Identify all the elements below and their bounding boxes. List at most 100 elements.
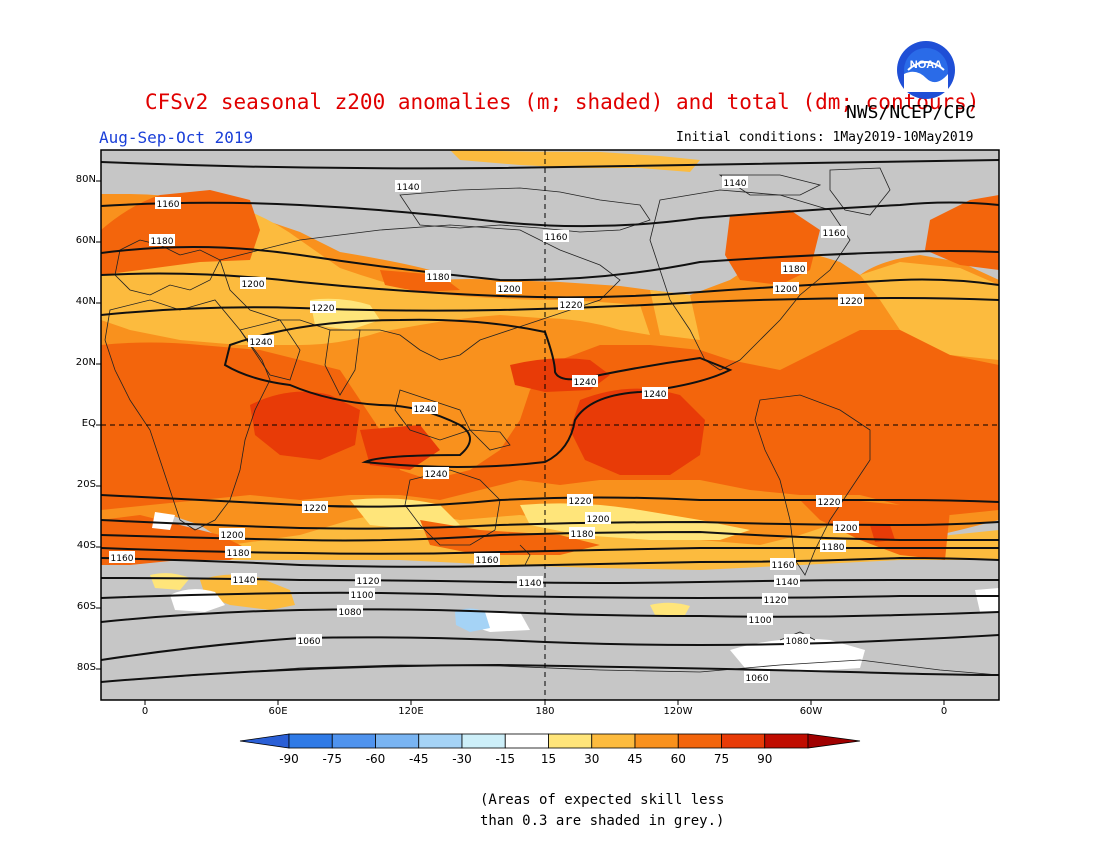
svg-text:1240: 1240	[414, 405, 437, 415]
colorbar-tick-label: 30	[584, 752, 600, 766]
skill-note-line1: (Areas of expected skill less	[480, 792, 725, 808]
svg-text:1200: 1200	[775, 285, 798, 295]
svg-text:1120: 1120	[764, 596, 787, 606]
svg-text:1060: 1060	[298, 637, 321, 647]
contour-label: 1200	[219, 528, 245, 541]
colorbar	[239, 733, 861, 749]
colorbar-tick-label: -45	[408, 752, 429, 766]
svg-text:1160: 1160	[157, 200, 180, 210]
colorbar-swatch	[461, 733, 506, 749]
contour-label: 1080	[337, 605, 363, 618]
svg-text:1220: 1220	[818, 498, 841, 508]
colorbar-swatch	[591, 733, 636, 749]
svg-text:1220: 1220	[840, 297, 863, 307]
organization-label: NWS/NCEP/CPC	[846, 102, 977, 123]
latitude-label: 80S	[76, 662, 96, 673]
svg-text:1100: 1100	[351, 591, 374, 601]
initial-conditions-label: Initial conditions: 1May2019-10May2019	[676, 130, 974, 145]
contour-label: 1060	[296, 634, 322, 647]
contour-label: 1180	[225, 546, 251, 559]
colorbar-swatch	[764, 733, 809, 749]
contour-label: 1180	[149, 234, 175, 247]
svg-text:1240: 1240	[425, 470, 448, 480]
negative-anomaly-patch	[455, 608, 490, 632]
svg-text:1220: 1220	[560, 301, 583, 311]
colorbar-tick-label: -30	[452, 752, 472, 766]
contour-label: 1220	[816, 495, 842, 508]
svg-text:1180: 1180	[151, 237, 174, 247]
svg-text:1180: 1180	[783, 265, 806, 275]
svg-text:1120: 1120	[357, 577, 380, 587]
colorbar-swatch	[418, 733, 463, 749]
latitude-label: 40N	[75, 296, 96, 307]
svg-text:1100: 1100	[749, 616, 772, 626]
svg-text:1140: 1140	[724, 179, 747, 189]
contour-label: 1160	[109, 551, 135, 564]
colorbar-swatch	[721, 733, 766, 749]
contour-label: 1160	[474, 553, 500, 566]
height-contours	[101, 159, 999, 683]
colorbar-tick-label: 45	[627, 752, 643, 766]
latitude-label: 20S	[76, 479, 96, 490]
svg-text:1200: 1200	[221, 531, 244, 541]
contour-label: 1180	[820, 540, 846, 553]
colorbar-tick-label: 15	[540, 752, 557, 766]
longitude-label: 60E	[268, 706, 288, 717]
latitude-label: 40S	[76, 540, 96, 551]
latitude-label: 60N	[75, 235, 96, 246]
colorbar-swatch	[375, 733, 420, 749]
svg-text:1240: 1240	[574, 378, 597, 388]
contour-label: 1120	[762, 593, 788, 606]
svg-text:1220: 1220	[569, 497, 592, 507]
contour-label: 1140	[395, 180, 421, 193]
colorbar-tick-label: -15	[495, 752, 516, 766]
latitude-label: 60S	[76, 601, 96, 612]
longitude-label: 180	[535, 706, 555, 717]
svg-text:1060: 1060	[746, 674, 769, 684]
skill-note-line2: than 0.3 are shaded in grey.)	[480, 813, 725, 829]
colorbar-swatch	[288, 733, 333, 749]
contour-label: 1220	[302, 501, 328, 514]
svg-text:1180: 1180	[571, 530, 594, 540]
contour-label: 1160	[155, 197, 181, 210]
longitude-label: 60W	[799, 706, 823, 717]
svg-text:1220: 1220	[304, 504, 327, 514]
contour-label: 1220	[838, 294, 864, 307]
colorbar-tick-label: -75	[322, 752, 343, 766]
contour-label: 1200	[240, 277, 266, 290]
svg-text:1240: 1240	[250, 338, 273, 348]
contour-label: 1200	[833, 521, 859, 534]
svg-text:1080: 1080	[339, 608, 362, 618]
svg-text:1240: 1240	[644, 390, 667, 400]
contour-label: 1100	[747, 613, 773, 626]
contour-label: 1220	[558, 298, 584, 311]
contour-label: 1180	[569, 527, 595, 540]
svg-text:1160: 1160	[111, 554, 134, 564]
latitude-label: 20N	[75, 357, 96, 368]
contour-label: 1140	[231, 573, 257, 586]
contour-label: 1200	[773, 282, 799, 295]
svg-text:1080: 1080	[786, 637, 809, 647]
colorbar-tick-label: -60	[365, 752, 386, 766]
svg-text:1200: 1200	[242, 280, 265, 290]
contour-label: 1120	[355, 574, 381, 587]
map-title: CFSv2 seasonal z200 anomalies (m; shaded…	[145, 90, 980, 114]
contour-label: 1240	[423, 467, 449, 480]
colorbar-swatch	[548, 733, 593, 749]
colorbar-tick-label: -90	[279, 752, 299, 766]
svg-text:1200: 1200	[587, 515, 610, 525]
contour-label: 1140	[774, 575, 800, 588]
axis-ticks	[96, 180, 945, 705]
contour-label: 1160	[543, 230, 569, 243]
svg-text:NOAA: NOAA	[910, 59, 942, 71]
svg-text:1160: 1160	[772, 561, 795, 571]
svg-text:1160: 1160	[545, 233, 568, 243]
svg-text:1220: 1220	[312, 304, 335, 314]
svg-text:1140: 1140	[519, 579, 542, 589]
colorbar-swatch	[634, 733, 679, 749]
contour-label: 1200	[496, 282, 522, 295]
latitude-label: 80N	[75, 174, 96, 185]
period-label: Aug-Sep-Oct 2019	[99, 128, 254, 147]
contour-label: 1160	[821, 226, 847, 239]
